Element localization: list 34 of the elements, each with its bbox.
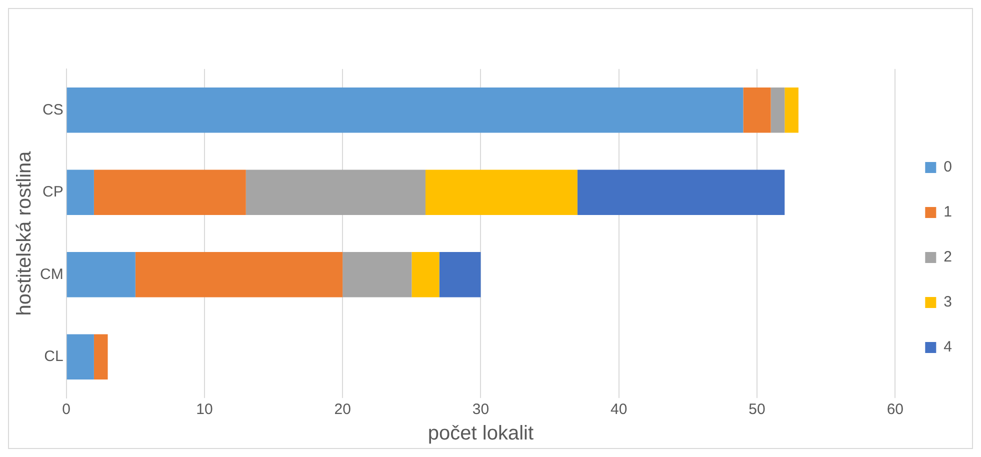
bar [66, 252, 136, 298]
x-tick-label: 50 [748, 401, 766, 418]
bar [135, 252, 343, 298]
bar [66, 88, 744, 133]
bar [743, 88, 771, 133]
bar [439, 252, 481, 298]
bar [246, 170, 426, 215]
y-tick-label: CP [42, 184, 64, 201]
bar [66, 170, 94, 215]
y-tick-label: CL [44, 348, 64, 366]
bar [94, 170, 246, 215]
legend-label: 4 [944, 338, 952, 356]
x-tick-label: 10 [196, 401, 213, 418]
bar [342, 252, 412, 298]
x-tick-label: 40 [610, 401, 628, 418]
x-tick-label: 60 [886, 401, 904, 418]
bar [784, 88, 798, 133]
x-axis-title: počet lokalit [428, 422, 534, 445]
bar [770, 88, 785, 133]
bar [577, 170, 785, 215]
bar [94, 334, 108, 380]
x-tick-label: 20 [334, 401, 351, 418]
y-tick-label: CM [40, 266, 64, 283]
bar [66, 334, 94, 380]
legend-label: 0 [944, 158, 952, 176]
legend-label: 3 [944, 294, 952, 311]
x-tick-label: 30 [472, 401, 490, 418]
y-tick-label: CS [42, 101, 64, 118]
legend-label: 1 [944, 204, 952, 221]
y-axis-title: hostitelská rostlina [14, 150, 36, 316]
bar [425, 170, 578, 215]
bar [412, 252, 440, 298]
x-tick-label: 0 [62, 401, 70, 418]
legend-label: 2 [944, 248, 952, 266]
